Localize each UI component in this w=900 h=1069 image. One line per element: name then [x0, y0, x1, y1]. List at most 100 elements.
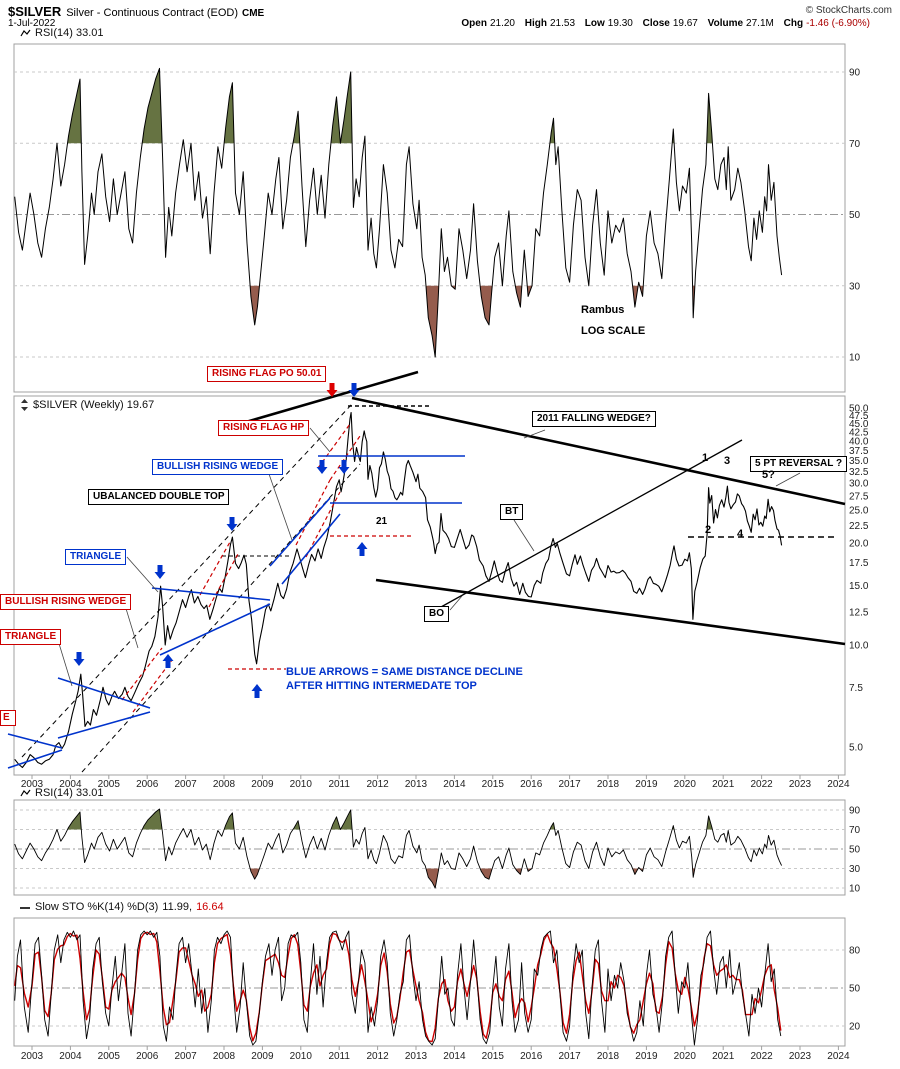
year-label: 2006 [136, 779, 159, 790]
stockcharts-credit: © StockCharts.com [805, 5, 892, 16]
year-label: 2015 [482, 1051, 505, 1062]
rsi-line-icon [20, 789, 31, 796]
axis-tick-label: 17.5 [849, 558, 869, 569]
year-label: 2005 [98, 779, 121, 790]
axis-tick-label: 10 [849, 884, 861, 895]
blue-pattern-line [281, 513, 341, 585]
axis-tick-label: 15.0 [849, 581, 869, 592]
level-label-21: 21 [376, 516, 388, 527]
blue-arrows-note-line2: AFTER HITTING INTERMEDATE TOP [286, 680, 477, 692]
blue-arrows-note-line1: BLUE ARROWS = SAME DISTANCE DECLINE [286, 666, 523, 678]
year-label: 2006 [136, 1051, 159, 1062]
chart-date: 1-Jul-2022 [8, 18, 56, 29]
ticker-exchange: CME [242, 8, 265, 19]
rsi-top-legend: RSI(14) 33.01 [20, 27, 103, 39]
annotation-bullish-rising-wedge-2005: BULLISH RISING WEDGE [0, 594, 132, 610]
silver-price-line [14, 411, 783, 769]
trendline-thick [351, 396, 846, 506]
axis-tick-label: 90 [849, 68, 861, 79]
wave-label-4: 4 [737, 528, 744, 540]
rsi-overbought-fill [67, 809, 713, 830]
annotation-leader-line [513, 519, 535, 552]
year-label: 2023 [789, 1051, 812, 1062]
annotation-unbalanced-double-top: UBALANCED DOUBLE TOP [88, 489, 230, 505]
year-label: 2010 [290, 779, 313, 790]
sto-legend-text: Slow STO %K(14) %D(3) [35, 901, 159, 913]
main-legend-text: $SILVER (Weekly) 19.67 [33, 399, 155, 411]
rsi-oversold-fill [250, 285, 695, 357]
year-label: 2011 [328, 779, 350, 790]
trendline-thick [375, 578, 846, 646]
year-label: 2007 [174, 1051, 197, 1062]
year-label: 2023 [789, 779, 812, 790]
blue-pattern-line [269, 497, 331, 567]
quote-line: Open 21.20 High 21.53 Low 19.30 Close 19.67 … [461, 18, 870, 29]
open-label: Open [461, 18, 487, 29]
red-dashed-line [208, 553, 239, 608]
axis-tick-label: 40.0 [849, 436, 869, 447]
chg-label: Chg [783, 18, 804, 29]
year-label: 2011 [328, 1051, 350, 1062]
year-label: 2008 [213, 1051, 236, 1062]
rsi-oversold-fill [250, 868, 695, 888]
sto-legend: Slow STO %K(14) %D(3) 11.99, 16.64 [20, 901, 224, 913]
annotation-bullish-rising-wedge-2011: BULLISH RISING WEDGE [152, 459, 284, 475]
blue-up-arrow [356, 542, 368, 556]
year-label: 2016 [520, 779, 543, 790]
year-label: 2014 [443, 779, 466, 790]
annotation-triangle-2006: TRIANGLE [65, 549, 127, 565]
year-label: 2013 [405, 1051, 428, 1062]
axis-tick-label: 7.5 [849, 683, 863, 694]
annotation-rising-flag-hp: RISING FLAG HP [218, 420, 310, 436]
rsi-bottom-legend: RSI(14) 33.01 [20, 787, 103, 799]
sto-k-value: 11.99, [162, 901, 193, 913]
annotation-leader-line [126, 556, 159, 593]
axis-tick-label: 50 [849, 845, 861, 856]
year-label: 2005 [98, 1051, 121, 1062]
panel-border [13, 799, 846, 896]
year-label: 2022 [750, 779, 773, 790]
blue-down-arrow [73, 652, 85, 666]
blue-pattern-line [57, 711, 151, 739]
chg-value: -1.46 (-6.90%) [806, 18, 870, 29]
ticker-symbol: $SILVER [8, 4, 62, 19]
axis-tick-label: 5.0 [849, 743, 863, 754]
rsi-line [14, 808, 783, 889]
annotation-leader-line [775, 472, 801, 487]
axis-tick-label: 32.5 [849, 467, 869, 478]
watermark-log-scale: LOG SCALE [581, 325, 646, 337]
year-label: 2012 [366, 779, 389, 790]
ticker-description: Silver - Continuous Contract (EOD) [66, 7, 238, 19]
year-label: 2021 [712, 1051, 735, 1062]
year-label: 2021 [712, 779, 735, 790]
wave-label-1: 1 [702, 452, 709, 464]
close-value: 19.67 [672, 18, 698, 29]
year-label: 2020 [674, 1051, 697, 1062]
blue-up-arrow [251, 684, 263, 698]
annotation-5pt-reversal: 5 PT REVERSAL ? [750, 456, 848, 472]
red-down-arrow [326, 383, 338, 397]
axis-tick-label: 10.0 [849, 640, 869, 651]
trendline-thick [224, 370, 419, 430]
volume-value: 27.1M [746, 18, 774, 29]
watermark-rambus: Rambus [581, 304, 625, 316]
axis-tick-label: 20.0 [849, 538, 869, 549]
wave-label-2: 2 [705, 524, 712, 536]
axis-tick-label: 80 [849, 946, 861, 957]
low-label: Low [584, 18, 605, 29]
axis-tick-label: 22.5 [849, 521, 869, 532]
blue-down-arrow [226, 517, 238, 531]
axis-tick-label: 20 [849, 1022, 861, 1033]
year-label: 2017 [558, 779, 581, 790]
year-label: 2024 [827, 779, 850, 790]
year-label: 2007 [174, 779, 197, 790]
annotation-2011-falling-wedge: 2011 FALLING WEDGE? [532, 411, 656, 427]
panel-border [13, 395, 846, 776]
annotation-bo: BO [424, 606, 449, 622]
blue-pattern-line [159, 603, 271, 656]
axis-tick-label: 45.0 [849, 419, 869, 430]
year-label: 2010 [290, 1051, 313, 1062]
axis-tick-label: 42.5 [849, 427, 869, 438]
